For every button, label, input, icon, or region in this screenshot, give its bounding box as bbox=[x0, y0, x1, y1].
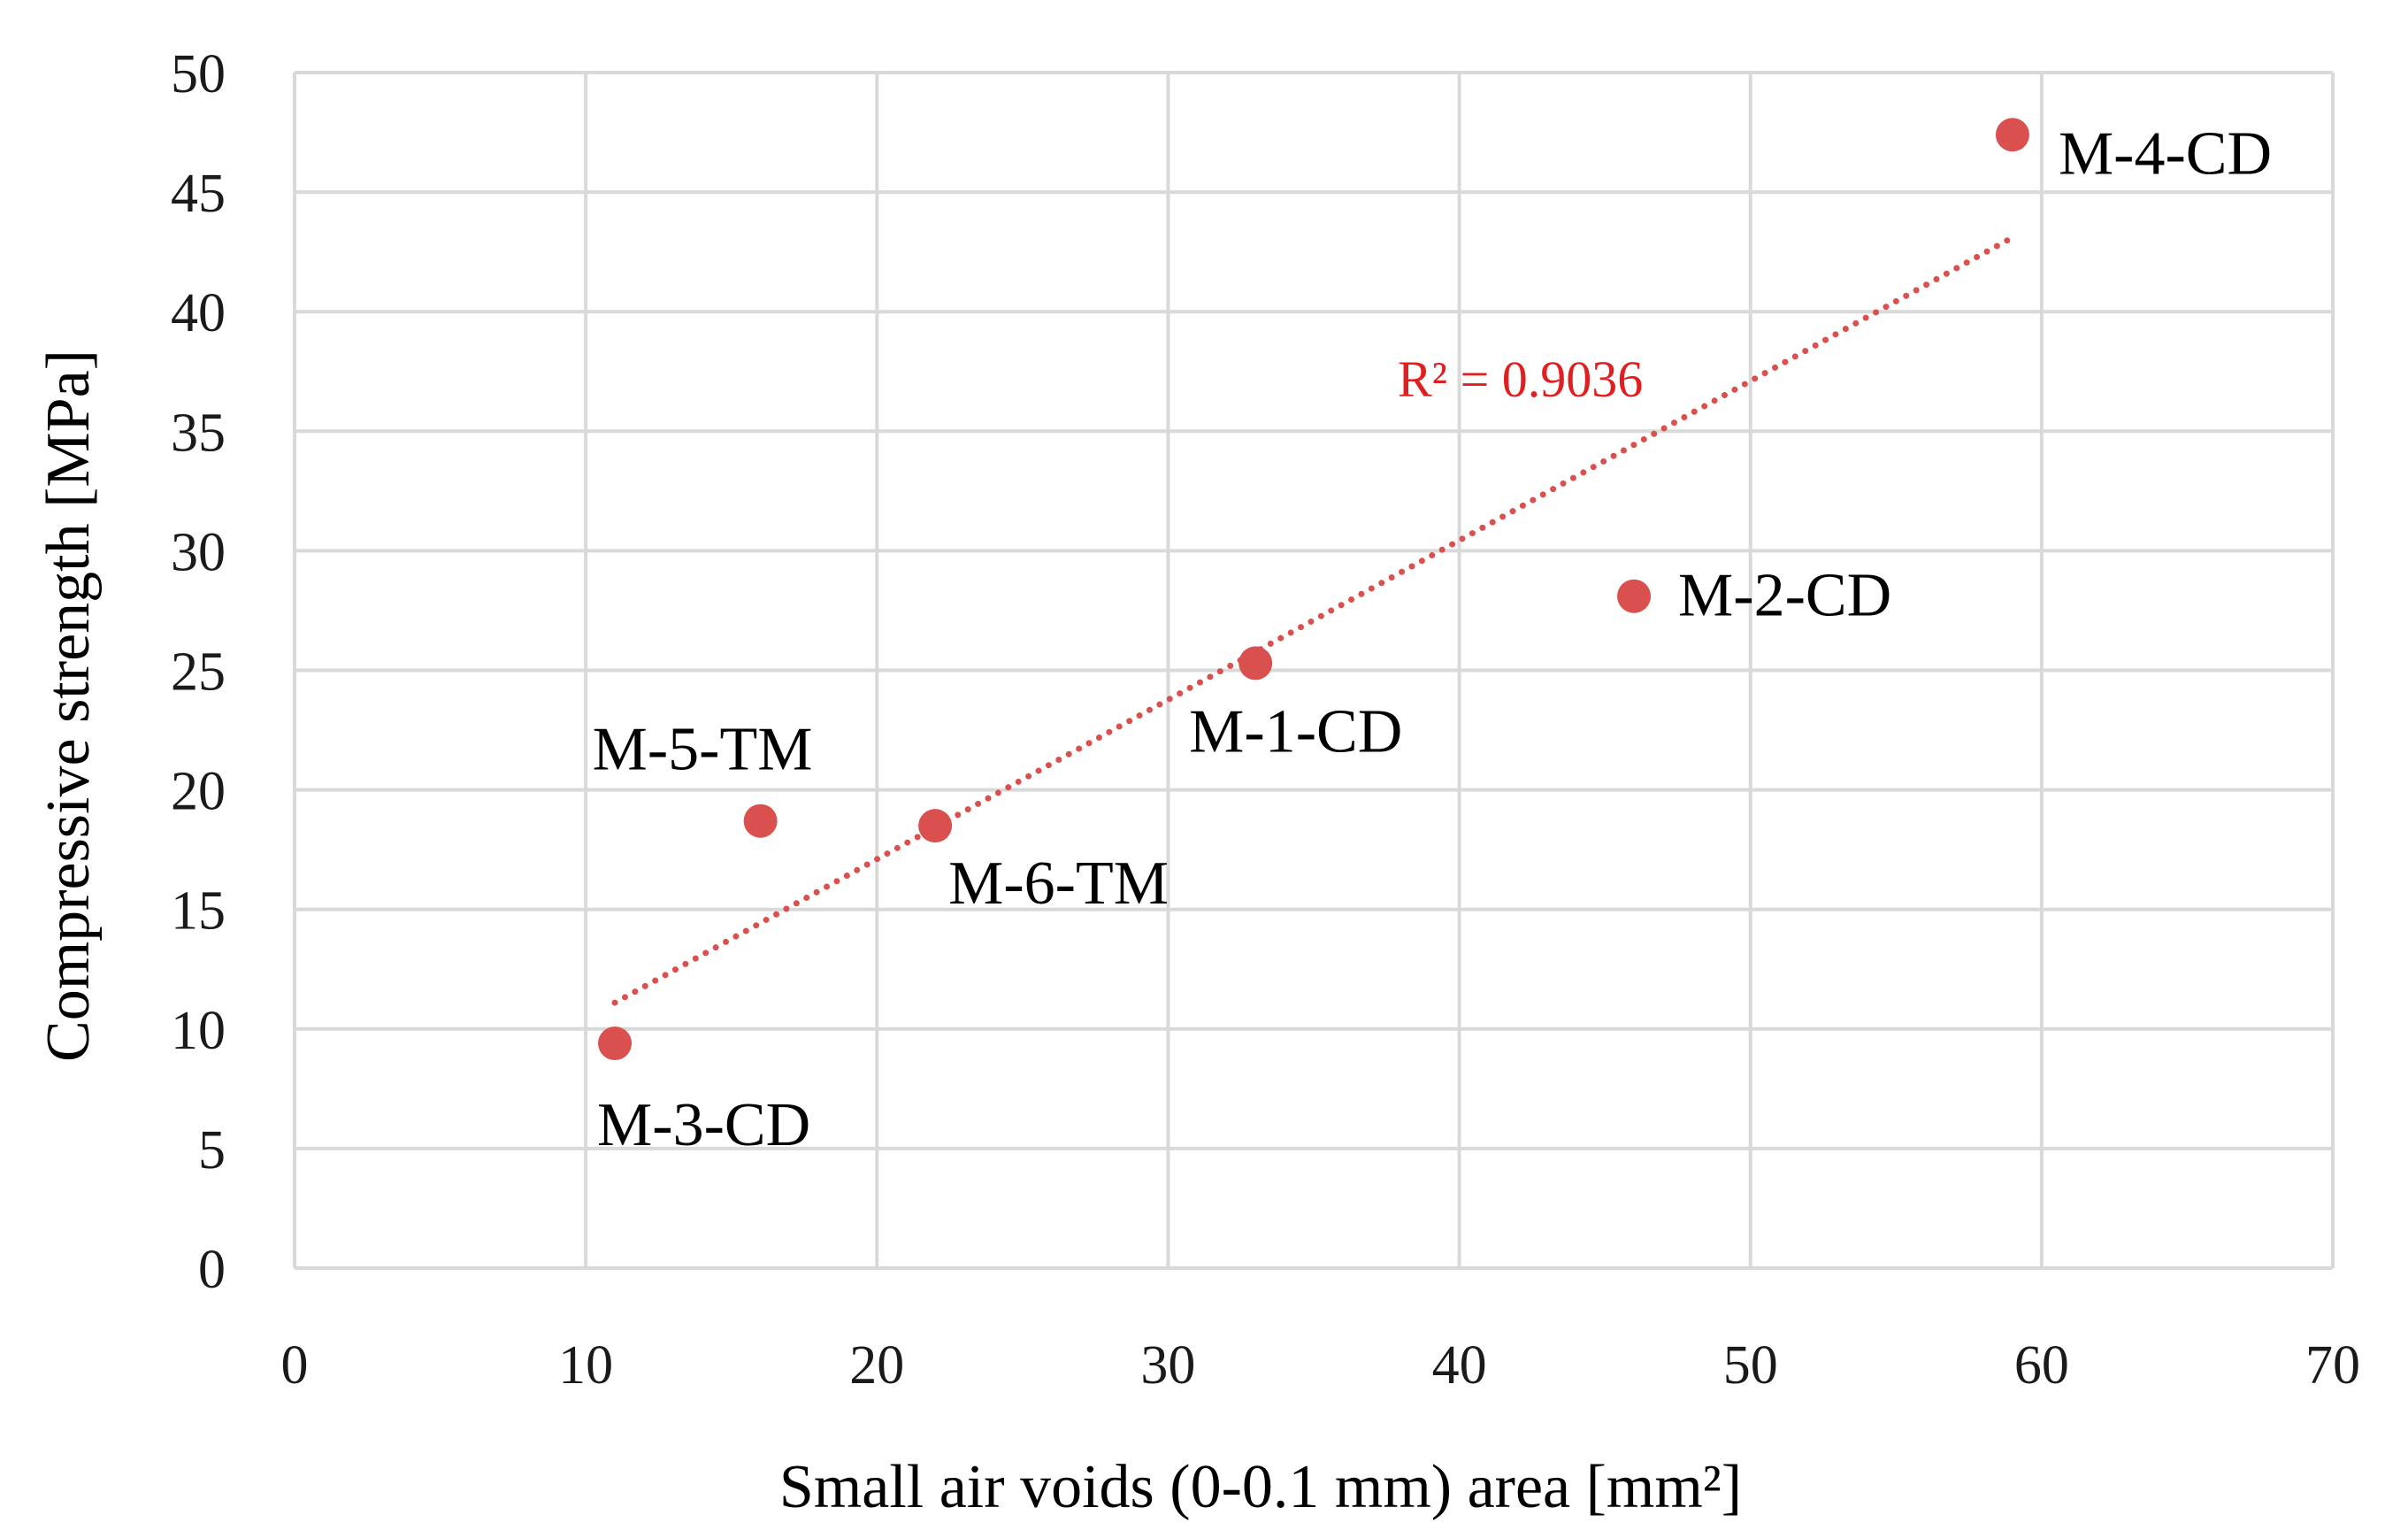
y-tick-label: 10 bbox=[171, 1001, 226, 1061]
x-tick-label: 30 bbox=[1140, 1335, 1195, 1396]
data-point-label: M-5-TM bbox=[593, 716, 813, 784]
x-tick-label: 50 bbox=[1723, 1335, 1778, 1396]
data-point bbox=[598, 1027, 633, 1061]
point-labels: M-1-CD M-2-CD M-3-CD M-4-CD M-5-TM M-6-TM bbox=[593, 119, 2272, 1159]
data-points bbox=[598, 118, 2029, 1061]
y-tick-label: 35 bbox=[171, 403, 226, 463]
x-tick-label: 60 bbox=[2014, 1335, 2069, 1396]
r-squared-label: R² = 0.9036 bbox=[1398, 350, 1643, 408]
y-tick-label: 0 bbox=[198, 1240, 226, 1300]
x-tick-label: 10 bbox=[558, 1335, 613, 1396]
data-point-label: M-1-CD bbox=[1189, 697, 1402, 765]
y-tick-label: 20 bbox=[171, 762, 226, 822]
grid bbox=[293, 71, 2335, 1270]
y-tick-label: 40 bbox=[171, 283, 226, 343]
y-tick-label: 5 bbox=[198, 1120, 226, 1180]
data-point-label: M-4-CD bbox=[2059, 119, 2272, 188]
y-tick-label: 15 bbox=[171, 881, 226, 942]
data-point bbox=[1995, 118, 2029, 152]
x-axis-title: Small air voids (0-0.1 mm) area [mm²] bbox=[779, 1453, 1742, 1521]
x-tick-label: 0 bbox=[281, 1335, 309, 1396]
y-tick-label: 30 bbox=[171, 522, 226, 582]
trendline-group bbox=[611, 234, 2016, 1006]
x-tick-label: 40 bbox=[1432, 1335, 1487, 1396]
data-point bbox=[1239, 646, 1273, 681]
y-tick-label: 45 bbox=[171, 164, 226, 224]
data-point-label: M-6-TM bbox=[948, 850, 1169, 918]
y-tick-label: 25 bbox=[171, 642, 226, 703]
data-point bbox=[918, 809, 953, 843]
y-tick-label: 50 bbox=[171, 44, 226, 104]
trendline bbox=[611, 234, 2016, 1006]
data-point-label: M-2-CD bbox=[1678, 562, 1891, 630]
data-point-label: M-3-CD bbox=[597, 1091, 810, 1159]
x-tick-label: 70 bbox=[2305, 1335, 2360, 1396]
axes: 0 5 10 15 20 25 30 35 40 45 50 0 10 20 30 40 50 60 70 bbox=[171, 44, 2360, 1396]
x-tick-label: 20 bbox=[849, 1335, 904, 1396]
data-point bbox=[1617, 579, 1652, 613]
data-point bbox=[743, 804, 778, 838]
y-axis-title: Compressive strength [MPa] bbox=[35, 350, 103, 1062]
